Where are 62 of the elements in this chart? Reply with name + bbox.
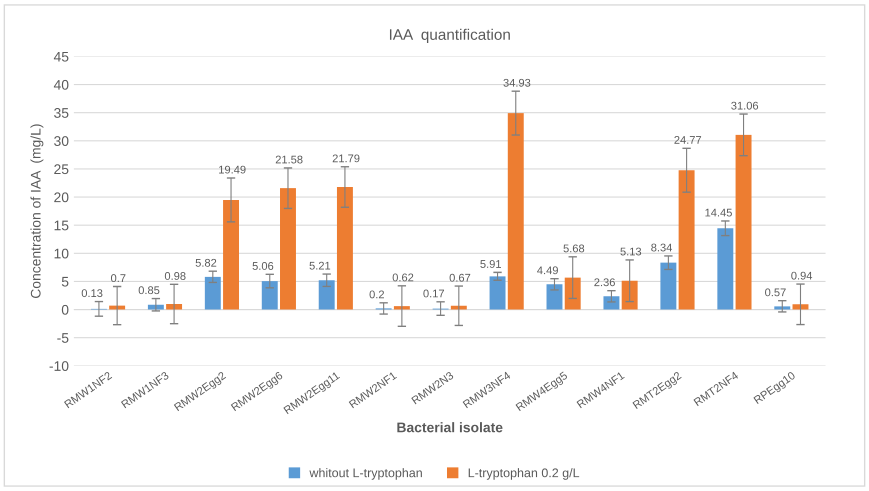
y-tick-label: 20 bbox=[54, 192, 68, 202]
bar bbox=[508, 113, 524, 310]
y-tick-label: 0 bbox=[62, 304, 68, 315]
bar bbox=[336, 187, 353, 310]
data-label: 0.85 bbox=[138, 286, 160, 294]
data-label: 24.77 bbox=[674, 136, 702, 144]
bar bbox=[622, 280, 638, 310]
bar bbox=[546, 284, 562, 310]
y-tick-label: 5 bbox=[62, 276, 68, 287]
data-label: 5.68 bbox=[563, 244, 584, 252]
bar bbox=[262, 281, 278, 310]
y-tick-label: 10 bbox=[54, 248, 68, 258]
data-label: 19.49 bbox=[219, 166, 246, 174]
data-label: 0.62 bbox=[392, 274, 414, 282]
y-tick-label: -5 bbox=[57, 333, 68, 343]
bar bbox=[204, 276, 221, 310]
data-label: 5.21 bbox=[310, 262, 330, 270]
y-tick-label: 45 bbox=[54, 52, 68, 62]
bar bbox=[603, 296, 620, 310]
data-label: 0.13 bbox=[82, 289, 102, 298]
data-label: 8.34 bbox=[651, 244, 672, 252]
y-axis-title: Concentration of IAA (mg/L) bbox=[30, 124, 44, 298]
y-tick-label: -10 bbox=[50, 361, 68, 371]
chart-title: IAA quantification bbox=[390, 28, 510, 43]
y-tick-label: 15 bbox=[54, 220, 68, 230]
bar bbox=[223, 200, 240, 310]
bar bbox=[490, 276, 506, 310]
data-label: 0.7 bbox=[110, 274, 126, 282]
bar bbox=[166, 304, 182, 310]
y-tick-label: 25 bbox=[54, 164, 68, 174]
y-tick-label: 40 bbox=[54, 80, 68, 90]
data-label: 0.98 bbox=[164, 272, 186, 280]
data-label: 5.82 bbox=[196, 258, 216, 267]
data-label: 5.06 bbox=[252, 262, 274, 270]
data-label: 31.06 bbox=[731, 102, 758, 110]
legend-label: whitout L-tryptophan bbox=[309, 468, 422, 480]
data-label: 0.17 bbox=[423, 290, 444, 298]
data-label: 0.57 bbox=[765, 288, 786, 296]
data-label: 0.2 bbox=[370, 290, 384, 298]
bar bbox=[717, 228, 734, 310]
data-label: 0.67 bbox=[450, 274, 470, 282]
bar bbox=[736, 134, 752, 310]
bar bbox=[660, 262, 676, 310]
bar bbox=[564, 278, 581, 310]
data-label: 0.94 bbox=[791, 272, 812, 280]
y-tick-label: 30 bbox=[54, 136, 68, 146]
data-label: 5.13 bbox=[620, 248, 642, 256]
bar bbox=[318, 280, 335, 310]
bar bbox=[678, 170, 695, 310]
x-axis-title: Bacterial isolate bbox=[397, 422, 503, 432]
bar bbox=[394, 306, 410, 310]
data-label: 21.79 bbox=[332, 154, 360, 162]
data-label: 4.49 bbox=[537, 266, 558, 274]
data-label: 14.45 bbox=[705, 208, 732, 217]
bar bbox=[280, 188, 296, 310]
data-label: 5.91 bbox=[480, 260, 501, 268]
data-label: 34.93 bbox=[503, 78, 530, 87]
data-label: 21.58 bbox=[276, 156, 303, 164]
bar bbox=[109, 306, 126, 310]
data-label: 2.36 bbox=[594, 278, 615, 286]
legend-label: L-tryptophan 0.2 g/L bbox=[468, 468, 580, 480]
y-tick-label: 35 bbox=[54, 108, 68, 118]
